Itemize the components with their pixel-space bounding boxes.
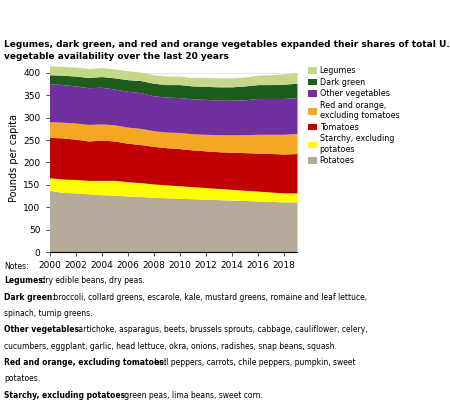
Text: Notes:: Notes: <box>4 262 29 271</box>
Text: spinach, turnip greens.: spinach, turnip greens. <box>4 309 93 318</box>
Text: Legumes:: Legumes: <box>4 276 46 286</box>
Legend: Legumes, Dark green, Other vegetables, Red and orange,
excluding tomatoes, Tomat: Legumes, Dark green, Other vegetables, R… <box>308 66 399 166</box>
Text: potatoes.: potatoes. <box>4 374 40 383</box>
Text: Starchy, excluding potatoes:: Starchy, excluding potatoes: <box>4 391 129 400</box>
Text: Red and orange, excluding tomatoes:: Red and orange, excluding tomatoes: <box>4 358 167 367</box>
Text: vegetable availability over the last 20 years: vegetable availability over the last 20 … <box>4 52 230 61</box>
Text: Dark green:: Dark green: <box>4 293 56 302</box>
Text: cucumbers, eggplant, garlic, head lettuce, okra, onions, radishes, snap beans, s: cucumbers, eggplant, garlic, head lettuc… <box>4 342 338 351</box>
Text: Other vegetables:: Other vegetables: <box>4 325 83 334</box>
Text: bell peppers, carrots, chile peppers, pumpkin, sweet: bell peppers, carrots, chile peppers, pu… <box>152 358 355 367</box>
Text: Legumes, dark green, and red and orange vegetables expanded their shares of tota: Legumes, dark green, and red and orange … <box>4 40 450 49</box>
Text: artichoke, asparagus, beets, brussels sprouts, cabbage, cauliflower, celery,: artichoke, asparagus, beets, brussels sp… <box>76 325 368 334</box>
Text: dry edible beans, dry peas.: dry edible beans, dry peas. <box>38 276 145 286</box>
Text: green peas, lima beans, sweet corn.: green peas, lima beans, sweet corn. <box>122 391 263 400</box>
Y-axis label: Pounds per capita: Pounds per capita <box>9 114 19 202</box>
Text: broccoli, collard greens, escarole, kale, mustard greens, romaine and leaf lettu: broccoli, collard greens, escarole, kale… <box>51 293 367 302</box>
